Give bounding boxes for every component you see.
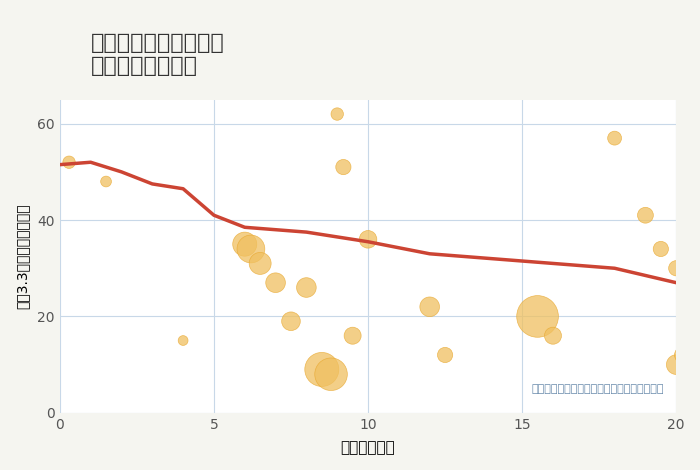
Point (677, 351, 688, 359)
Point (363, 235, 374, 243)
Point (655, 245, 666, 253)
Point (671, 265, 682, 272)
Point (286, 318, 297, 325)
Point (245, 245, 256, 253)
Y-axis label: 坪（3.3㎡）単価（万円）: 坪（3.3㎡）単価（万円） (15, 204, 29, 309)
Point (255, 259, 266, 267)
Point (640, 212, 651, 219)
Point (671, 361, 682, 368)
Point (440, 351, 451, 359)
Point (270, 279, 281, 286)
Point (301, 284, 312, 291)
Point (532, 313, 543, 320)
Point (64, 158, 75, 166)
Point (332, 110, 343, 118)
Point (239, 240, 251, 248)
Point (424, 303, 435, 311)
Point (609, 134, 620, 142)
Point (347, 332, 358, 339)
Point (101, 178, 112, 185)
Text: 奈良県奈良市水間町の
駅距離別土地価格: 奈良県奈良市水間町の 駅距離別土地価格 (91, 33, 225, 76)
Point (547, 332, 559, 339)
Text: 円の大きさは、取引のあった物件面積を示す: 円の大きさは、取引のあった物件面積を示す (531, 384, 664, 394)
Point (178, 337, 189, 345)
Point (338, 163, 349, 171)
Point (326, 370, 337, 378)
X-axis label: 駅距離（分）: 駅距離（分） (341, 440, 395, 455)
Point (316, 366, 328, 373)
